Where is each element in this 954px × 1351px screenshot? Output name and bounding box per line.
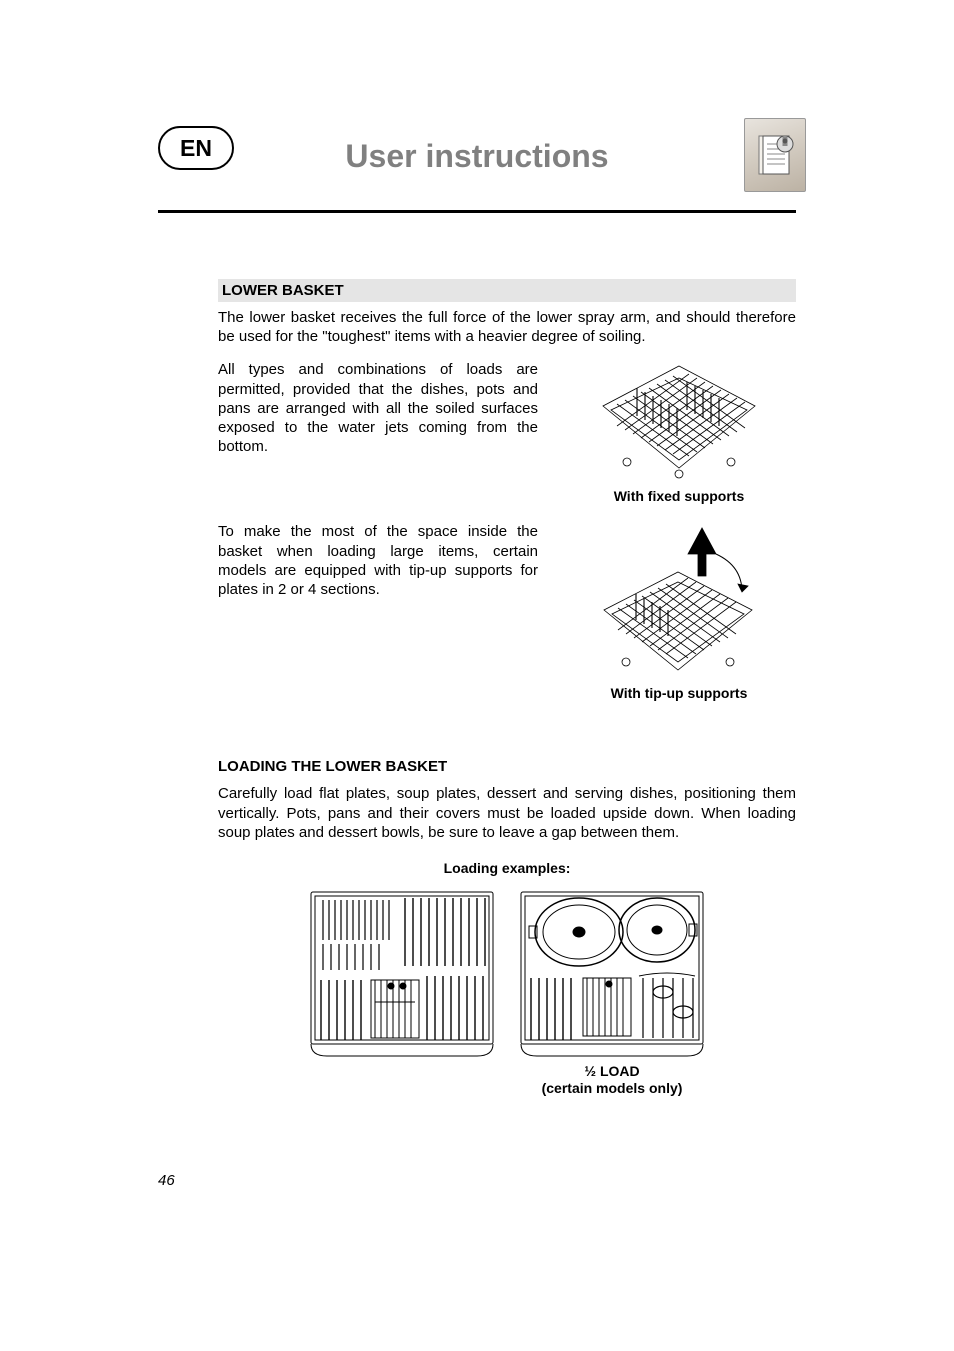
half-load-caption: ½ LOAD (certain models only) <box>542 1063 683 1098</box>
language-badge: EN <box>158 126 234 170</box>
example-full-load-icon <box>307 884 497 1059</box>
manual-icon <box>744 118 806 192</box>
content-area: LOWER BASKET The lower basket receives t… <box>158 279 796 1098</box>
half-load-line1: ½ LOAD <box>584 1063 639 1079</box>
page-title: User instructions <box>345 138 608 175</box>
basket-tipup-icon <box>592 522 767 677</box>
section-heading-loading: LOADING THE LOWER BASKET <box>218 755 796 778</box>
tipup-supports-caption: With tip-up supports <box>611 685 748 701</box>
example-half-load: ½ LOAD (certain models only) <box>517 884 707 1098</box>
tipup-supports-block: To make the most of the space inside the… <box>218 522 796 701</box>
header-row: EN User instructions <box>158 132 796 202</box>
loading-paragraph: Carefully load flat plates, soup plates,… <box>218 784 796 842</box>
example-half-load-icon <box>517 884 707 1059</box>
fixed-supports-figure: With fixed supports <box>562 360 796 504</box>
example-full-load <box>307 884 497 1059</box>
half-load-line2: (certain models only) <box>542 1080 683 1096</box>
intro-paragraph: The lower basket receives the full force… <box>218 308 796 346</box>
tipup-supports-text: To make the most of the space inside the… <box>218 522 538 599</box>
fixed-supports-block: All types and combinations of loads are … <box>218 360 796 504</box>
language-badge-label: EN <box>180 135 212 162</box>
fixed-supports-caption: With fixed supports <box>614 488 745 504</box>
page: EN User instructions LOWER BASKET The lo… <box>0 0 954 1098</box>
fixed-supports-text: All types and combinations of loads are … <box>218 360 538 456</box>
tipup-supports-figure: With tip-up supports <box>562 522 796 701</box>
loading-examples-row: ½ LOAD (certain models only) <box>218 884 796 1098</box>
section-heading-lower-basket: LOWER BASKET <box>218 279 796 302</box>
loading-examples-label: Loading examples: <box>218 860 796 876</box>
basket-fixed-icon <box>597 360 762 480</box>
header-divider <box>158 210 796 213</box>
page-number: 46 <box>158 1172 175 1189</box>
